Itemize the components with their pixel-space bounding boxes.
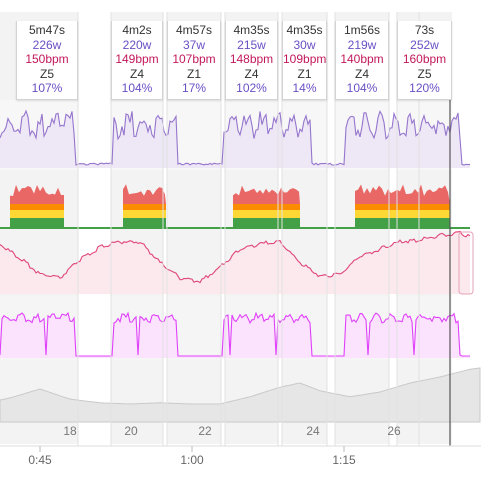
altitude-area <box>0 367 481 423</box>
zone-block <box>355 184 450 228</box>
interval-duration: 4m57s <box>175 23 213 37</box>
zone-orange <box>123 204 166 210</box>
zone-red <box>233 185 300 204</box>
zone-yellow <box>355 210 450 218</box>
interval-zone: Z4 <box>354 66 369 81</box>
heart-rate-area <box>0 231 470 294</box>
interval-percent: 102% <box>236 81 267 95</box>
lap-number: 24 <box>306 424 320 438</box>
lap-number: 20 <box>124 424 138 438</box>
interval-power: 252w <box>410 37 439 52</box>
interval-heart-rate: 150bpm <box>25 52 69 66</box>
interval-percent: 104% <box>346 81 378 95</box>
interval-duration: 73s <box>414 23 435 37</box>
interval-zone: Z5 <box>39 66 54 81</box>
zone-orange <box>233 204 300 210</box>
zone-orange <box>355 204 450 210</box>
time-axis-label: 1:00 <box>180 453 204 467</box>
time-axis-label: 1:15 <box>332 453 356 467</box>
interval-label[interactable]: 4m2s 220w 149bpm Z4 104% <box>111 21 163 100</box>
zone-green <box>10 218 64 228</box>
interval-power: 219w <box>347 37 377 52</box>
interval-percent: 17% <box>181 81 207 95</box>
interval-zone: Z1 <box>297 66 312 81</box>
interval-duration: 4m35s <box>233 23 270 37</box>
interval-power: 215w <box>237 37 266 52</box>
interval-percent: 104% <box>121 81 153 95</box>
zone-red <box>10 184 64 204</box>
interval-heart-rate: 160bpm <box>402 52 447 66</box>
interval-percent: 14% <box>292 81 317 95</box>
interval-heart-rate: 149bpm <box>115 52 159 66</box>
zone-orange <box>10 204 64 210</box>
interval-label[interactable]: 4m35s 30w 109bpm Z1 14% <box>282 21 327 100</box>
interval-label[interactable]: 4m35s 215w 148bpm Z4 102% <box>225 21 278 100</box>
interval-percent: 107% <box>31 81 63 95</box>
interval-power: 30w <box>293 37 316 52</box>
interval-zone: Z4 <box>244 66 259 81</box>
zone-block <box>10 184 64 228</box>
lap-number: 22 <box>198 424 212 438</box>
zone-green <box>123 218 166 228</box>
zone-red <box>123 184 166 204</box>
zone-green <box>233 218 300 228</box>
interval-power: 220w <box>122 37 152 52</box>
interval-heart-rate: 109bpm <box>283 52 327 66</box>
interval-label[interactable]: 4m57s 37w 107bpm Z1 17% <box>167 21 221 100</box>
interval-percent: 120% <box>409 81 440 95</box>
power-area <box>0 111 470 168</box>
zone-red <box>355 184 450 204</box>
interval-heart-rate: 140bpm <box>340 52 384 66</box>
time-axis-label: 0:45 <box>28 453 52 467</box>
zone-block <box>123 184 166 228</box>
interval-power: 226w <box>32 37 62 52</box>
lap-number: 18 <box>63 424 77 438</box>
interval-label[interactable]: 1m56s 219w 140bpm Z4 104% <box>335 21 389 100</box>
interval-duration: 4m35s <box>286 23 323 37</box>
interval-heart-rate: 107bpm <box>172 52 216 66</box>
cadence-area <box>0 313 470 358</box>
interval-label[interactable]: 73s 252w 160bpm Z5 120% <box>397 21 452 100</box>
interval-zone: Z5 <box>417 66 432 81</box>
interval-heart-rate: 148bpm <box>229 52 274 66</box>
interval-duration: 5m47s <box>28 23 66 37</box>
time-axis-ticks <box>39 446 345 452</box>
zone-yellow <box>10 210 64 218</box>
zone-green <box>355 218 450 228</box>
interval-zone: Z4 <box>129 66 144 81</box>
cursor-marker <box>458 231 474 295</box>
interval-power: 37w <box>182 37 205 52</box>
zone-yellow <box>123 210 166 218</box>
zone-block <box>233 185 300 228</box>
interval-duration: 1m56s <box>343 23 381 37</box>
interval-duration: 4m2s <box>122 23 152 37</box>
interval-label[interactable]: 5m47s 226w 150bpm Z5 107% <box>16 21 78 100</box>
interval-zone: Z1 <box>186 66 201 81</box>
zone-yellow <box>233 210 300 218</box>
lap-number: 26 <box>387 424 401 438</box>
